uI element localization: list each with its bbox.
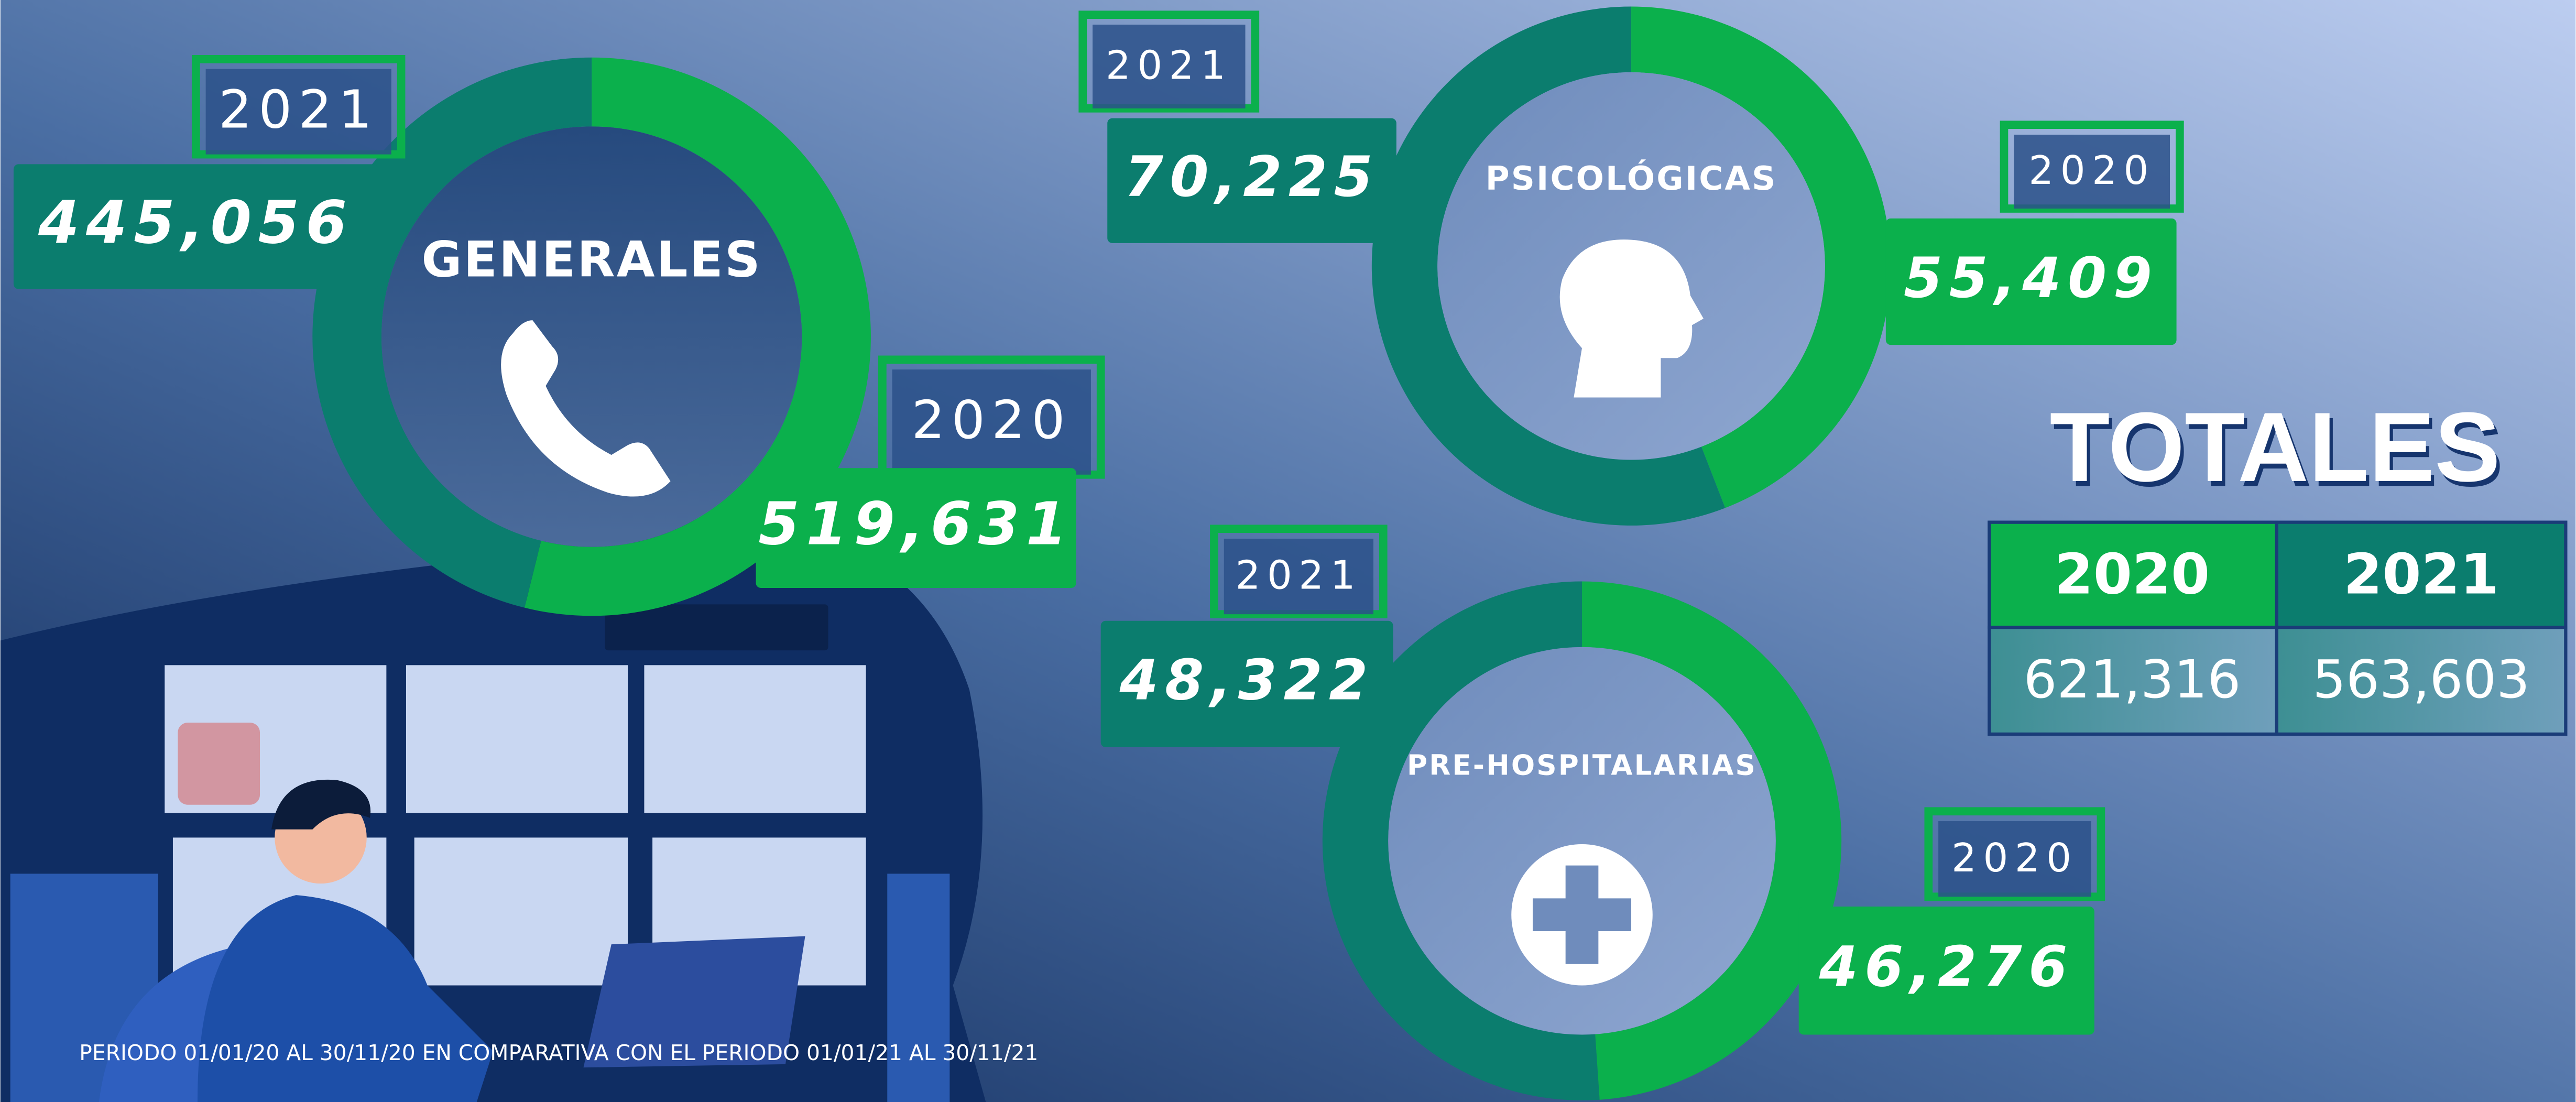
year-label: 2020 [912,389,1072,451]
value-cell [2275,626,2568,736]
year-label: 2021 [1106,42,1232,89]
value-box [1107,118,1396,243]
year-box-outline [191,54,406,159]
donut-title: PRE-HOSPITALARIAS [1407,749,1757,781]
totals-table: 2020 2021 621,316 563,603 [1988,520,2568,736]
value-box [1885,218,2177,345]
illustration [0,519,986,1102]
value-label: 46,276 [1819,935,2074,1000]
phone-icon [501,320,671,497]
tablet [583,936,805,1068]
value-box [1798,907,2094,1035]
year-box [205,69,391,155]
year-box [2014,134,2170,209]
donut-chart: GENERALES 2021 445,056 2020 519,631 [13,54,1105,616]
value-label: 445,056 [38,188,354,257]
person-hair [271,779,371,830]
donut-segment [312,57,592,608]
year-label: 2021 [219,79,378,140]
value-label: 70,225 [1125,145,1379,210]
footnote: PERIODO 01/01/20 AL 30/11/20 EN COMPARAT… [79,1040,1038,1065]
year-label: 2020 [1951,835,2078,881]
year-label: 2021 [1236,552,1362,598]
donut-title: PSICOLÓGICAS [1486,159,1777,198]
donut-center [381,126,802,547]
header-cell [2275,520,2568,629]
header-text: 2021 [2343,542,2499,607]
value-label: 48,322 [1119,648,1374,713]
totals-title-shadow: TOTALES [2053,397,2504,507]
donut-segment [1582,581,1842,1100]
year-box [1224,538,1373,615]
year-label: 2020 [2028,147,2155,193]
value-box [756,468,1076,588]
device [605,604,828,651]
donut-title: GENERALES [421,231,762,288]
header-text: 2020 [2055,542,2210,607]
totals-title: TOTALES [2050,392,2501,502]
donut-chart: PRE-HOSPITALARIAS 2021 48,322 2020 46,276 [1100,525,2105,1100]
head-icon [1559,239,1704,398]
value-box [13,164,378,289]
cabinet [887,874,950,1102]
year-box [1938,821,2091,897]
value-label: 519,631 [758,489,1074,558]
value-label: 55,409 [1904,246,2158,311]
value-text: 621,316 [2024,649,2241,710]
year-box [1093,25,1246,108]
value-cell [1988,626,2278,736]
year-box [892,369,1091,475]
value-box [1100,620,1393,748]
donut-center [1388,647,1776,1035]
donut-chart: PSICOLÓGICAS 2021 70,225 2020 55,409 [1078,6,2184,526]
truck [178,723,260,805]
value-text: 563,603 [2312,649,2530,710]
donut-segment [1371,6,1726,526]
person-body [197,895,494,1102]
cross-icon [1532,865,1632,964]
donut-segment [1631,6,1891,508]
